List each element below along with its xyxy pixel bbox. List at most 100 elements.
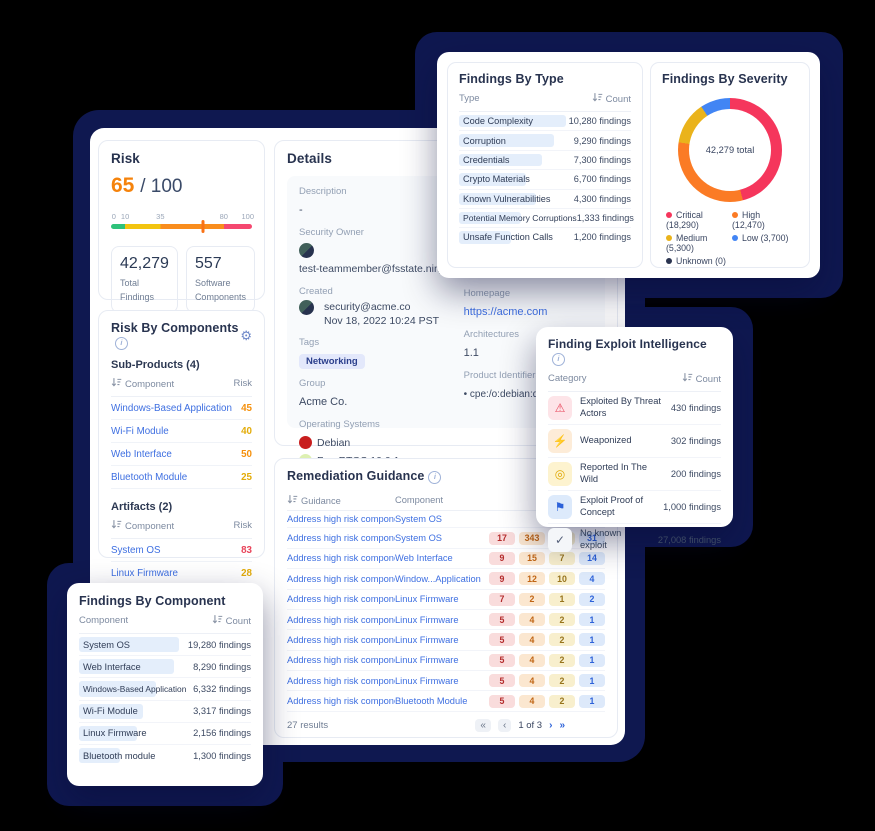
legend-item: Medium (5,300)	[666, 233, 708, 253]
count-column-header[interactable]: Count	[682, 372, 721, 385]
component-link[interactable]: Linux Firmware	[395, 594, 459, 605]
sort-icon	[111, 377, 122, 387]
sort-icon	[212, 614, 223, 624]
severity-legend: Critical (18,290) High (12,470) Medium (…	[662, 210, 798, 266]
sort-icon	[682, 372, 693, 382]
component-link[interactable]: Linux Firmware	[395, 675, 459, 686]
component-link[interactable]: Windows-Based Application	[111, 402, 232, 414]
type-label: Crypto Materials	[463, 174, 530, 185]
gauge-tick: 35	[156, 212, 165, 221]
guidance-link[interactable]: Address high risk component libexpat-32b…	[287, 696, 395, 707]
component-link[interactable]: System OS	[395, 533, 443, 544]
info-icon[interactable]: i	[428, 471, 442, 484]
high-count-badge: 343	[519, 531, 545, 545]
component-column-header[interactable]: Component	[79, 615, 129, 626]
risk-score: 65 / 100	[111, 174, 252, 198]
risk-value: 45	[241, 402, 252, 414]
component-link[interactable]: Linux Firmware	[395, 655, 459, 666]
count-bar	[79, 637, 179, 653]
table-row: Wi-Fi Module 40	[111, 420, 252, 443]
first-page-button[interactable]: «	[475, 718, 491, 732]
info-icon[interactable]: i	[115, 337, 128, 350]
component-link[interactable]: Linux Firmware	[395, 614, 459, 625]
stat-total-findings: 42,279 Total Findings	[111, 246, 178, 313]
component-link[interactable]: Web Interface	[395, 553, 453, 564]
component-link[interactable]: Window...Application	[395, 573, 481, 584]
guidance-column-header[interactable]: Guidance	[287, 494, 395, 506]
table-row: Web Interface 8,290 findings	[79, 656, 251, 679]
findings-by-component-card: Findings By Component Component Count Sy…	[67, 583, 263, 786]
pagination: « ‹ 1 of 3 › »	[475, 718, 565, 732]
component-label: Windows-Based Application	[83, 683, 187, 694]
component-link[interactable]: Wi-Fi Module	[111, 425, 169, 437]
artifacts-header: Component Risk	[111, 513, 252, 539]
count-value: 8,290 findings	[193, 661, 251, 672]
table-row: Bluetooth module 1,300 findings	[79, 745, 251, 766]
stat-label: Total	[120, 278, 140, 288]
guidance-link[interactable]: Address high risk component glibc 2.26	[287, 655, 395, 666]
legend-dot	[666, 211, 672, 218]
type-column-header[interactable]: Type	[459, 93, 480, 104]
findings-overview-group: Findings By Type Type Count Code Complex…	[437, 52, 820, 278]
last-page-button[interactable]: »	[559, 719, 565, 731]
risk-value: 83	[241, 544, 252, 556]
component-link[interactable]: Web Interface	[111, 448, 172, 460]
guidance-link[interactable]: Address high risk component glibc 2.26	[287, 553, 395, 564]
component-link[interactable]: System OS	[111, 544, 161, 556]
component-link[interactable]: Bluetooth Module	[111, 471, 188, 483]
high-count-badge: 4	[519, 613, 545, 627]
sub-products-header: Component Risk	[111, 371, 252, 397]
info-icon[interactable]: i	[552, 353, 565, 366]
gear-icon[interactable]: ⚙	[240, 327, 252, 343]
category-label: Exploited By Threat Actors	[580, 396, 661, 418]
guidance-link[interactable]: Address high risk component cURL 7.61.0	[287, 573, 395, 584]
count-value: 1,300 findings	[193, 750, 251, 761]
count-column-header[interactable]: Count	[212, 614, 251, 627]
component-link[interactable]: Bluetooth Module	[395, 696, 468, 707]
count-bar	[79, 747, 121, 764]
medium-count-badge: 2	[549, 613, 575, 627]
medium-count-badge: 2	[549, 674, 575, 688]
component-column-header[interactable]: Component	[111, 519, 174, 532]
low-count-badge: 2	[579, 592, 605, 606]
tag-networking[interactable]: Networking	[299, 354, 365, 370]
prev-page-button[interactable]: ‹	[497, 718, 512, 732]
table-row: Address high risk component libexpat-32b…	[287, 590, 605, 610]
exploit-intelligence-title: Finding Exploit Intelligencei	[548, 337, 721, 366]
findings-by-component-title: Findings By Component	[79, 594, 226, 608]
count-value: 6,700 findings	[573, 174, 631, 185]
guidance-link[interactable]: Address high risk component libexpat-32b…	[287, 594, 395, 605]
component-column-header[interactable]: Component	[111, 377, 174, 390]
risk-score-max: / 100	[140, 176, 183, 197]
count-value: 1,200 findings	[573, 232, 631, 243]
legend-dot	[732, 211, 738, 218]
details-right-column: Homepage https://acme.com Architectures 1.…	[464, 186, 593, 418]
component-column-header[interactable]: Component	[395, 495, 444, 505]
count-value: 10,280 findings	[568, 116, 631, 127]
risk-column-header[interactable]: Risk	[233, 520, 252, 531]
guidance-link[interactable]: Address high risk component Linux Kernel…	[287, 533, 395, 544]
component-link[interactable]: System OS	[395, 514, 443, 525]
homepage-link[interactable]: https://acme.com	[463, 306, 548, 318]
count-column-header[interactable]: Count	[592, 92, 631, 105]
location-pin-icon: ◎	[548, 462, 572, 486]
component-link[interactable]: Linux Firmware	[111, 567, 178, 579]
risk-value: 40	[241, 425, 252, 437]
product-identifiers-label: Product Identifiers	[463, 370, 541, 381]
component-link[interactable]: Linux Firmware	[395, 634, 459, 645]
guidance-link[interactable]: Address high risk component Linux Kernel…	[287, 514, 395, 525]
component-label: Web Interface	[83, 661, 141, 672]
security-owner-value: test-teammember@fsstate.ninja.co	[299, 263, 462, 275]
finding-exploit-intelligence-card: Finding Exploit Intelligencei Category C…	[536, 327, 733, 552]
guidance-link[interactable]: Address high risk component cURL 7.61.0	[287, 675, 395, 686]
architectures-value: 1.1	[463, 347, 479, 359]
next-page-button[interactable]: ›	[549, 719, 553, 731]
type-label: Code Complexity	[463, 116, 533, 127]
high-count-badge: 15	[519, 551, 545, 565]
guidance-link[interactable]: Address high risk component Linux Kernel…	[287, 634, 395, 645]
count-bar	[459, 115, 566, 128]
category-column-header[interactable]: Category	[548, 373, 587, 384]
table-row: Address high risk component glibc 2.26 L…	[287, 651, 605, 671]
guidance-link[interactable]: Address high risk component Linux Kernel…	[287, 614, 395, 625]
risk-column-header[interactable]: Risk	[233, 378, 252, 389]
